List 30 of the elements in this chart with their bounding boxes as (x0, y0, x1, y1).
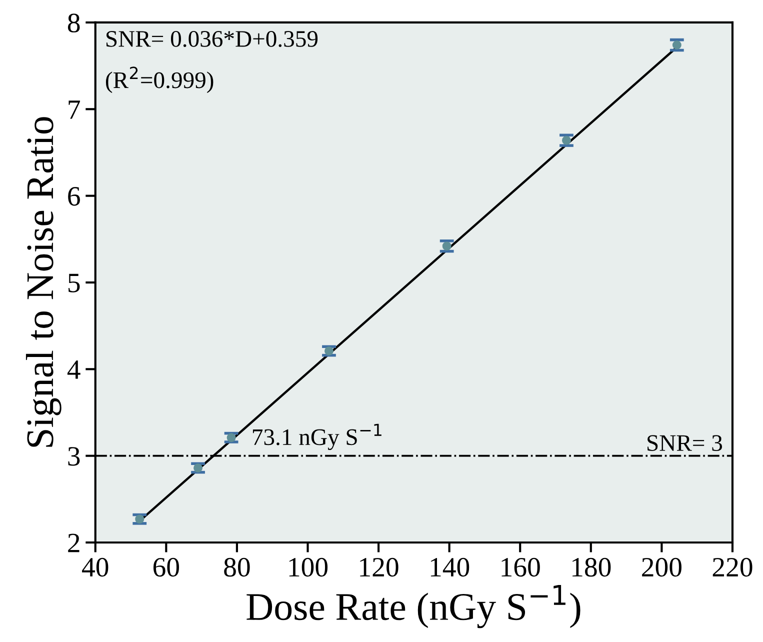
point (562, 136, 571, 145)
point (442, 242, 452, 251)
x-tick-label: 140 (430, 558, 470, 577)
y-tick-label: 5 (68, 274, 80, 292)
x-axis-title: Dose Rate (nGy S$^{−1}$) (246, 585, 580, 628)
y-tick-label: 6 (68, 187, 80, 206)
y-axis-title: Signal to Noise Ratio (26, 117, 62, 447)
point (672, 40, 682, 50)
point (135, 514, 144, 524)
x-tick-label: 40 (82, 558, 108, 577)
x-tick-label: 220 (712, 558, 752, 577)
y-tick-label: 4 (67, 360, 80, 379)
y-tick-label: 7 (68, 100, 80, 119)
x-tick-label: 60 (153, 558, 179, 577)
x-tick-label: 180 (572, 558, 611, 577)
annotation: SNR= 0.036*D+0.359 (106, 30, 318, 47)
point (324, 346, 334, 356)
y-tick-label: 3 (68, 447, 80, 466)
annotation: 73.1 nGy S$^{−1}$ (252, 424, 382, 450)
x-tick-label: 120 (360, 558, 398, 577)
point (226, 433, 236, 442)
x-tick-label: 200 (642, 558, 682, 577)
point (194, 463, 203, 472)
y-tick-label: 8 (68, 14, 80, 32)
annotation: (R$^{2}$=0.999) (106, 66, 214, 94)
ref-line-label: SNR= 3 (648, 435, 722, 452)
x-tick-label: 160 (502, 558, 540, 577)
y-tick-label: 2 (68, 534, 80, 552)
x-tick-label: 80 (224, 558, 250, 577)
x-tick-label: 100 (289, 558, 328, 577)
